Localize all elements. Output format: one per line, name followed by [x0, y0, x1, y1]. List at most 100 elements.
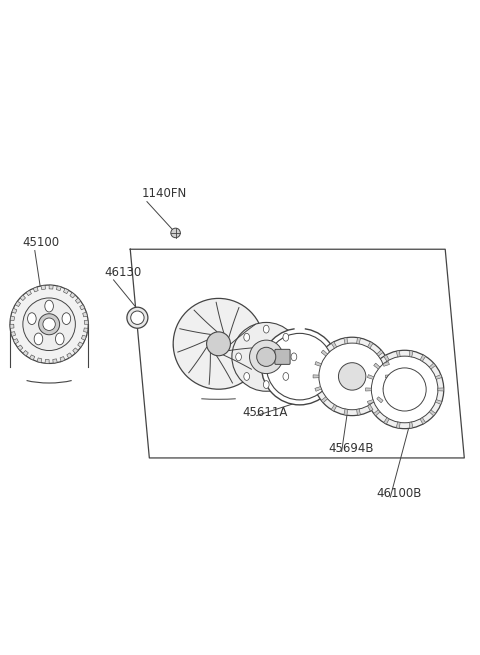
- Polygon shape: [377, 397, 383, 403]
- Polygon shape: [331, 405, 336, 411]
- Polygon shape: [70, 293, 75, 298]
- Polygon shape: [384, 418, 389, 424]
- Circle shape: [264, 326, 269, 333]
- Polygon shape: [429, 363, 436, 369]
- Ellipse shape: [257, 347, 276, 366]
- Ellipse shape: [173, 299, 264, 389]
- Text: 45100: 45100: [23, 236, 60, 250]
- Polygon shape: [344, 337, 348, 344]
- Polygon shape: [383, 362, 389, 366]
- Ellipse shape: [131, 311, 144, 324]
- Text: 46130: 46130: [104, 265, 141, 278]
- Polygon shape: [45, 360, 49, 364]
- Polygon shape: [82, 335, 86, 340]
- Ellipse shape: [232, 322, 300, 391]
- Polygon shape: [26, 290, 32, 295]
- Polygon shape: [57, 286, 61, 291]
- Polygon shape: [331, 342, 336, 348]
- Polygon shape: [83, 312, 87, 317]
- Text: 45694B: 45694B: [328, 441, 374, 455]
- Polygon shape: [396, 350, 400, 357]
- Polygon shape: [73, 348, 78, 353]
- Polygon shape: [20, 295, 25, 301]
- Polygon shape: [53, 359, 57, 364]
- Circle shape: [291, 353, 297, 361]
- Polygon shape: [313, 375, 319, 378]
- Polygon shape: [11, 331, 15, 337]
- Circle shape: [56, 333, 64, 345]
- Polygon shape: [13, 339, 19, 344]
- Ellipse shape: [38, 314, 60, 335]
- Polygon shape: [10, 324, 14, 328]
- Polygon shape: [374, 363, 380, 369]
- Polygon shape: [368, 342, 373, 348]
- Polygon shape: [78, 342, 83, 347]
- Ellipse shape: [372, 356, 438, 422]
- Polygon shape: [367, 375, 374, 379]
- Polygon shape: [367, 400, 374, 404]
- Ellipse shape: [262, 328, 338, 405]
- Polygon shape: [385, 375, 391, 378]
- Text: 1140FN: 1140FN: [142, 187, 187, 200]
- Polygon shape: [374, 410, 380, 416]
- Ellipse shape: [171, 228, 180, 238]
- Polygon shape: [383, 386, 389, 391]
- Polygon shape: [84, 328, 88, 332]
- FancyBboxPatch shape: [275, 349, 290, 364]
- Polygon shape: [321, 350, 327, 356]
- Text: 46100B: 46100B: [376, 487, 421, 500]
- Circle shape: [283, 333, 288, 341]
- Circle shape: [62, 312, 71, 324]
- Polygon shape: [357, 337, 360, 344]
- Polygon shape: [429, 410, 436, 416]
- Polygon shape: [80, 305, 85, 310]
- Ellipse shape: [383, 368, 426, 411]
- Ellipse shape: [43, 318, 55, 331]
- Polygon shape: [17, 345, 23, 350]
- Polygon shape: [344, 409, 348, 415]
- Polygon shape: [366, 388, 372, 391]
- Ellipse shape: [10, 285, 88, 364]
- Ellipse shape: [266, 333, 333, 400]
- Ellipse shape: [23, 298, 75, 350]
- Ellipse shape: [206, 332, 230, 356]
- Polygon shape: [30, 355, 35, 360]
- Polygon shape: [63, 288, 69, 293]
- Polygon shape: [75, 298, 81, 303]
- Circle shape: [283, 373, 288, 381]
- Polygon shape: [420, 418, 426, 424]
- Polygon shape: [377, 350, 383, 356]
- Circle shape: [244, 373, 250, 381]
- Polygon shape: [368, 405, 373, 411]
- Polygon shape: [321, 397, 327, 403]
- Polygon shape: [315, 362, 322, 366]
- Polygon shape: [37, 358, 42, 363]
- Ellipse shape: [250, 340, 283, 373]
- Circle shape: [264, 381, 269, 388]
- Circle shape: [244, 333, 250, 341]
- Ellipse shape: [319, 343, 385, 410]
- Polygon shape: [33, 287, 38, 292]
- Ellipse shape: [338, 363, 366, 390]
- Polygon shape: [12, 309, 17, 313]
- Polygon shape: [435, 400, 442, 404]
- Ellipse shape: [365, 350, 444, 428]
- Circle shape: [45, 300, 53, 312]
- Polygon shape: [49, 285, 53, 289]
- Polygon shape: [67, 353, 72, 358]
- Polygon shape: [15, 301, 21, 307]
- Polygon shape: [10, 316, 14, 320]
- Ellipse shape: [127, 307, 148, 328]
- Polygon shape: [396, 422, 400, 428]
- Ellipse shape: [313, 337, 391, 416]
- Polygon shape: [409, 350, 413, 357]
- Polygon shape: [435, 375, 442, 379]
- Text: 45611A: 45611A: [242, 406, 288, 419]
- Polygon shape: [357, 409, 360, 415]
- Polygon shape: [420, 355, 426, 362]
- Polygon shape: [384, 355, 389, 362]
- Polygon shape: [409, 422, 413, 428]
- Circle shape: [27, 312, 36, 324]
- Polygon shape: [41, 286, 46, 290]
- Polygon shape: [84, 320, 88, 324]
